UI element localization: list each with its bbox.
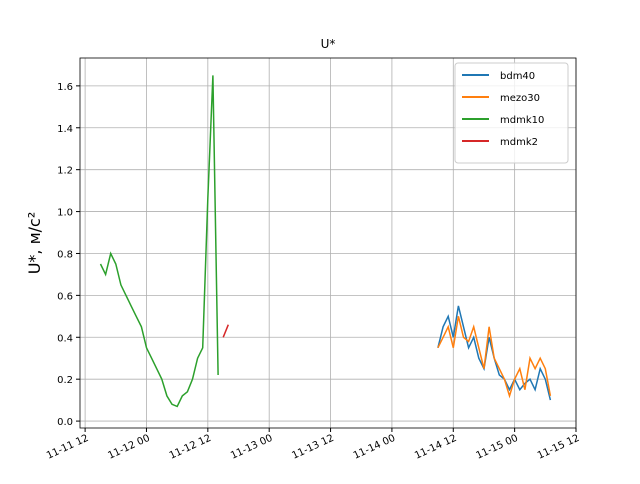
- y-tick-label: 0.0: [57, 417, 73, 428]
- y-tick-label: 0.2: [57, 375, 73, 386]
- legend-label: mdmk2: [500, 137, 538, 148]
- y-tick-label: 0.4: [57, 333, 73, 344]
- y-axis-label: U*, м/c²: [25, 212, 44, 275]
- line-series: [437, 316, 552, 399]
- y-tick-label: 0.6: [57, 291, 73, 302]
- line-series: [222, 324, 229, 338]
- y-tick-label: 1.6: [57, 82, 73, 93]
- y-tick-label: 0.8: [57, 249, 73, 260]
- plot-frame: [79, 57, 577, 429]
- legend-label: mezo30: [500, 93, 540, 104]
- legend-label: bdm40: [500, 71, 535, 82]
- legend-label: mdmk10: [500, 115, 544, 126]
- legend-box: [454, 62, 569, 164]
- y-tick-label: 1.0: [57, 208, 73, 219]
- line-series: [99, 75, 219, 408]
- chart-title: U*: [321, 37, 336, 51]
- y-tick-label: 1.4: [57, 124, 73, 135]
- y-tick-label: 1.2: [57, 166, 73, 177]
